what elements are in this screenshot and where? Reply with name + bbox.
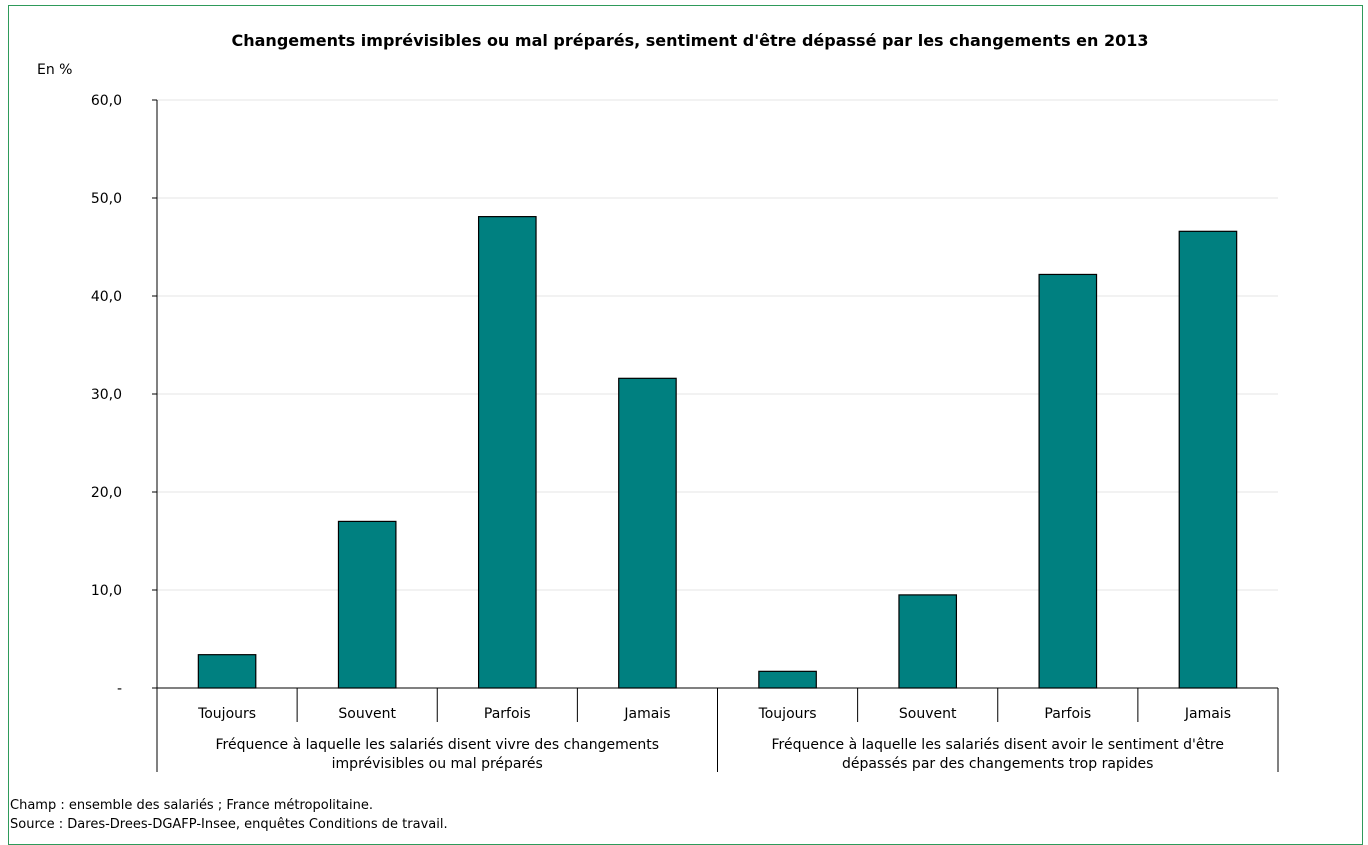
y-tick-label: 30,0 xyxy=(91,387,122,403)
x-tick-label: Jamais xyxy=(623,706,670,722)
x-tick-label: Parfois xyxy=(1044,706,1091,722)
x-tick-label: Toujours xyxy=(758,706,817,722)
bar xyxy=(898,594,958,689)
bar xyxy=(477,216,537,689)
x-tick-label: Jamais xyxy=(1184,706,1231,722)
footnote-source: Source : Dares-Drees-DGAFP-Insee, enquêt… xyxy=(10,817,448,832)
group-label: Fréquence à laquelle les salariés disent… xyxy=(771,737,1224,753)
y-tick-label: 10,0 xyxy=(91,583,122,599)
x-tick-label: Souvent xyxy=(899,706,957,722)
y-tick-label: 50,0 xyxy=(91,191,122,207)
bar xyxy=(197,654,257,689)
bar xyxy=(337,520,397,689)
group-label: Fréquence à laquelle les salariés disent… xyxy=(215,737,659,753)
footnote-champ: Champ : ensemble des salariés ; France m… xyxy=(10,798,373,813)
y-tick-label: - xyxy=(117,681,122,697)
bar xyxy=(618,377,677,689)
y-tick-label: 20,0 xyxy=(91,485,122,501)
bar xyxy=(1038,273,1098,689)
y-tick-label: 60,0 xyxy=(91,93,122,109)
group-label: dépassés par des changements trop rapide… xyxy=(842,756,1153,772)
y-axis-unit-label: En % xyxy=(37,62,73,78)
x-tick-label: Toujours xyxy=(197,706,256,722)
group-label: imprévisibles ou mal préparés xyxy=(332,756,543,772)
x-tick-label: Souvent xyxy=(338,706,396,722)
bar xyxy=(1178,230,1238,689)
x-tick-label: Parfois xyxy=(484,706,531,722)
chart-title: Changements imprévisibles ou mal préparé… xyxy=(231,31,1149,50)
bar xyxy=(758,670,817,689)
y-tick-label: 40,0 xyxy=(91,289,122,305)
